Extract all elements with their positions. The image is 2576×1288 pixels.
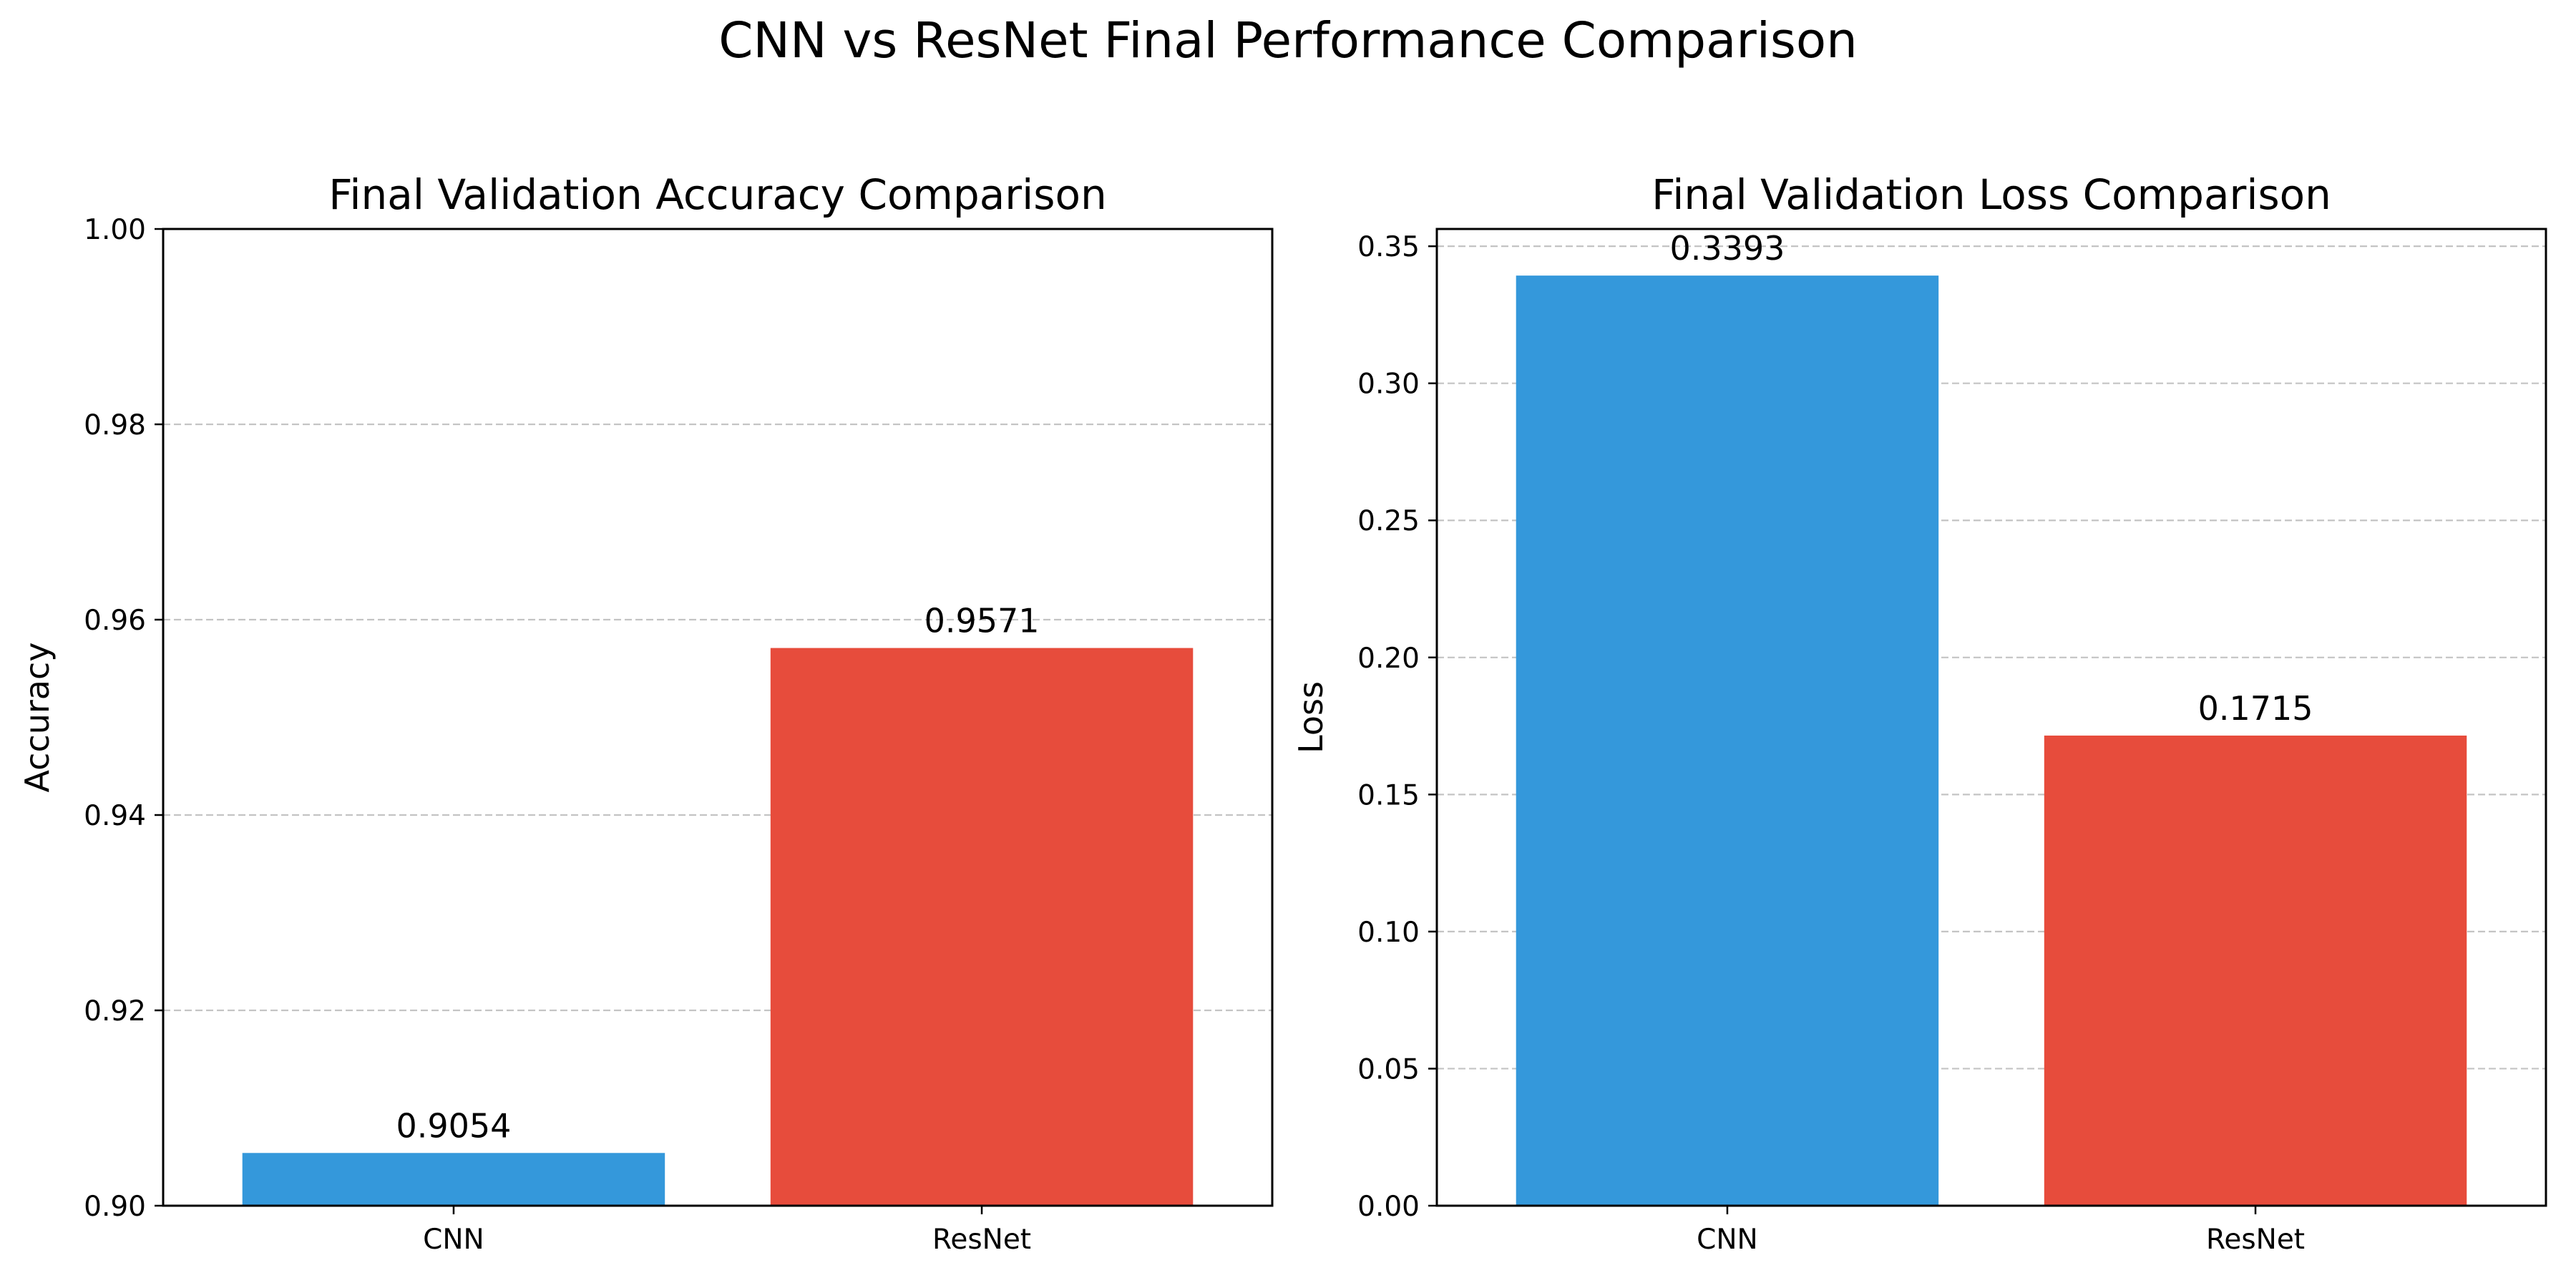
bar-resnet bbox=[2044, 735, 2467, 1206]
axes-frame bbox=[162, 228, 1274, 1207]
bar-value-label: 0.9571 bbox=[924, 602, 1040, 640]
y-tick-label: 1.00 bbox=[84, 214, 146, 246]
bar-cnn bbox=[1516, 275, 1939, 1206]
bar-value-label: 0.1715 bbox=[2198, 689, 2313, 728]
x-tick-label: ResNet bbox=[932, 1224, 1031, 1256]
y-tick-label: 0.20 bbox=[1357, 643, 1420, 675]
y-tick-label: 0.05 bbox=[1357, 1053, 1420, 1085]
y-tick-label: 0.98 bbox=[84, 409, 146, 441]
y-tick-label: 0.90 bbox=[84, 1191, 146, 1223]
y-tick-label: 0.25 bbox=[1357, 505, 1420, 537]
x-tick-label: ResNet bbox=[2206, 1224, 2305, 1256]
y-tick-label: 0.35 bbox=[1357, 231, 1420, 263]
chart-title: Final Validation Accuracy Comparison bbox=[328, 170, 1106, 219]
y-axis-label: Accuracy bbox=[18, 642, 57, 792]
y-tick-label: 0.94 bbox=[84, 800, 146, 832]
bar-cnn bbox=[242, 1153, 665, 1206]
axes-frame bbox=[1435, 228, 2547, 1207]
y-tick-label: 0.92 bbox=[84, 995, 146, 1028]
y-tick-label: 0.00 bbox=[1357, 1191, 1420, 1223]
chart-panel-2: 0.3393 CNN 0.1715 ResNet 0.00 0.05 0.10 0.15 0.2… bbox=[1292, 170, 2547, 1256]
y-axis-label: Loss bbox=[1292, 681, 1330, 753]
chart-panels: 0.9054 CNN 0.9571 ResNet 0.90 0.92 0.94 0.96 0.9… bbox=[18, 170, 2547, 1256]
bar-resnet bbox=[770, 648, 1194, 1206]
chart-panel-1: 0.9054 CNN 0.9571 ResNet 0.90 0.92 0.94 0.96 0.9… bbox=[18, 170, 1274, 1256]
y-tick-label: 0.15 bbox=[1357, 779, 1420, 811]
chart-title: Final Validation Loss Comparison bbox=[1652, 170, 2331, 219]
y-tick-label: 0.30 bbox=[1357, 369, 1420, 401]
x-tick-label: CNN bbox=[1697, 1224, 1758, 1256]
x-tick-label: CNN bbox=[423, 1224, 484, 1256]
y-tick-label: 0.10 bbox=[1357, 917, 1420, 949]
y-tick-label: 0.96 bbox=[84, 605, 146, 637]
figure-title: CNN vs ResNet Final Performance Comparis… bbox=[718, 12, 1858, 69]
bar-value-label: 0.9054 bbox=[396, 1106, 511, 1145]
bar-value-label: 0.3393 bbox=[1669, 229, 1785, 268]
